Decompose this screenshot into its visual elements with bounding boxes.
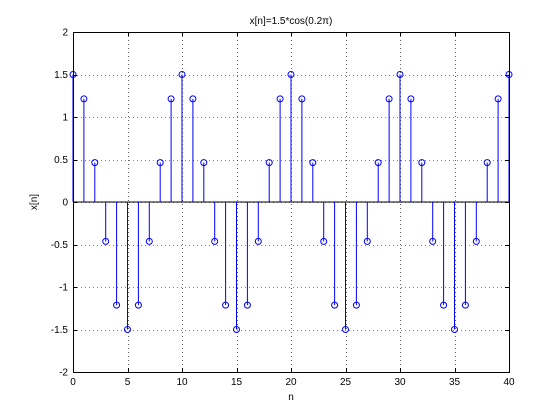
stem-marker xyxy=(483,159,491,167)
stem-marker xyxy=(429,237,437,245)
stem-marker xyxy=(243,301,251,309)
stem-marker xyxy=(233,326,240,333)
y-tick-label: 2 xyxy=(62,28,68,39)
stem-marker xyxy=(222,301,230,309)
y-tick-label: -1 xyxy=(59,283,68,294)
stem-marker xyxy=(91,159,99,167)
x-tick-label: 40 xyxy=(503,377,515,388)
stem-marker xyxy=(113,301,121,309)
x-axis-label: n xyxy=(288,392,294,403)
y-tick-label: -2 xyxy=(59,368,68,379)
x-tick-label: 15 xyxy=(231,377,243,388)
stem-marker xyxy=(167,95,175,103)
stem-marker xyxy=(200,159,208,167)
stem-marker xyxy=(254,237,262,245)
y-tick-label: 1.5 xyxy=(54,70,68,81)
stem-marker xyxy=(134,301,142,309)
y-tick-label: 1 xyxy=(62,113,68,124)
x-tick-label: 30 xyxy=(394,377,406,388)
y-tick-label: 0 xyxy=(62,198,68,209)
chart-title: x[n]=1.5*cos(0.2π) xyxy=(250,16,333,27)
stem-marker xyxy=(309,159,317,167)
stem-marker xyxy=(331,301,339,309)
stem-marker xyxy=(352,301,360,309)
x-tick-label: 0 xyxy=(70,377,76,388)
stem-marker xyxy=(320,237,328,245)
stem-marker xyxy=(418,159,426,167)
stem-marker xyxy=(124,326,131,333)
stem-marker xyxy=(80,95,88,103)
stem-marker xyxy=(472,237,480,245)
stem-marker xyxy=(102,237,110,245)
stem-marker xyxy=(287,71,295,78)
stem-marker xyxy=(451,326,458,333)
stem-marker xyxy=(298,95,306,103)
x-tick-label: 10 xyxy=(176,377,188,388)
stem-marker xyxy=(156,159,164,167)
stem-marker xyxy=(461,301,469,309)
stem-marker xyxy=(145,237,153,245)
stem-marker xyxy=(189,95,197,103)
stem-marker xyxy=(494,95,502,103)
stem-marker xyxy=(374,159,382,167)
stem-marker xyxy=(396,71,404,78)
stem-marker xyxy=(342,326,349,333)
x-tick-label: 20 xyxy=(285,377,297,388)
stem-marker xyxy=(178,71,186,78)
ticks xyxy=(73,32,510,373)
x-tick-label: 5 xyxy=(125,377,131,388)
stem-marker xyxy=(265,159,273,167)
stem-marker xyxy=(385,95,393,103)
x-tick-label: 25 xyxy=(340,377,352,388)
stem-marker xyxy=(211,237,219,245)
y-tick-label: -0.5 xyxy=(51,240,69,251)
y-tick-label: -1.5 xyxy=(51,325,69,336)
stem-marker xyxy=(440,301,448,309)
y-tick-label: 0.5 xyxy=(54,155,68,166)
x-tick-label: 35 xyxy=(449,377,461,388)
y-axis-label: x[n] xyxy=(29,194,40,210)
markers xyxy=(69,71,513,333)
stem-marker xyxy=(276,95,284,103)
stem-marker xyxy=(407,95,415,103)
stem-marker xyxy=(363,237,371,245)
tick-labels: 0 5 10 15 20 25 30 35 40 -2 -1.5 -1 -0.5 0 0.5 1 1.5 2 xyxy=(51,28,515,389)
